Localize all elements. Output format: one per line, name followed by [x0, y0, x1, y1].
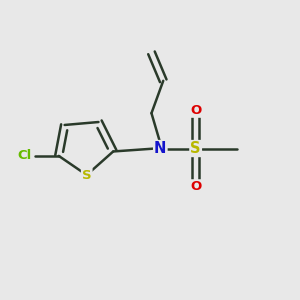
Text: S: S	[190, 141, 201, 156]
Text: O: O	[190, 104, 201, 117]
Text: S: S	[82, 169, 92, 182]
Text: Cl: Cl	[18, 149, 32, 162]
Text: N: N	[154, 141, 167, 156]
Text: O: O	[190, 180, 201, 193]
